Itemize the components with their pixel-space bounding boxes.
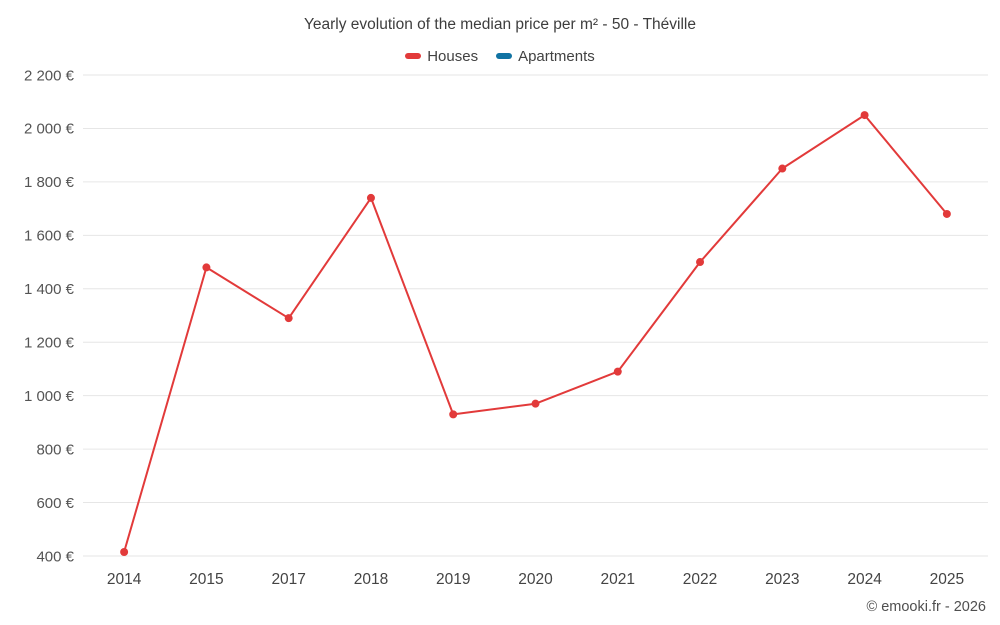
y-tick-label-400: 400 €	[36, 548, 74, 565]
x-tick-label-2023: 2023	[765, 571, 799, 588]
legend-label: Houses	[427, 47, 479, 65]
legend-label: Apartments	[518, 47, 595, 65]
chart-title: Yearly evolution of the median price per…	[303, 16, 696, 33]
y-tick-label-800: 800 €	[36, 441, 74, 458]
x-tick-label-2017: 2017	[271, 571, 305, 588]
y-tick-label-1200: 1 200 €	[24, 334, 75, 351]
legend-swatch-houses	[405, 53, 422, 59]
data-point-houses-2025[interactable]	[942, 209, 951, 218]
data-point-houses-2020[interactable]	[531, 399, 540, 408]
x-tick-label-2020: 2020	[518, 571, 553, 588]
data-point-houses-2024[interactable]	[860, 111, 869, 120]
x-tick-label-2019: 2019	[436, 571, 470, 588]
x-tick-label-2025: 2025	[930, 571, 964, 588]
y-tick-label-1800: 1 800 €	[24, 174, 75, 191]
data-point-houses-2023[interactable]	[778, 164, 787, 173]
y-tick-label-2200: 2 200 €	[24, 67, 75, 84]
data-point-houses-2022[interactable]	[696, 258, 705, 267]
legend-swatch-apartments	[496, 53, 513, 59]
copyright-note: © emooki.fr - 2026	[866, 599, 986, 615]
y-tick-label-1600: 1 600 €	[24, 228, 75, 245]
y-tick-label-1000: 1 000 €	[24, 388, 75, 405]
series-line-houses	[123, 114, 948, 553]
legend-item-houses[interactable]: Houses	[405, 48, 478, 65]
x-tick-label-2014: 2014	[107, 571, 142, 588]
y-tick-label-2000: 2 000 €	[24, 121, 75, 138]
x-tick-label-2018: 2018	[354, 571, 388, 588]
data-point-houses-2014[interactable]	[120, 547, 129, 556]
data-point-houses-2015[interactable]	[202, 263, 211, 272]
data-point-houses-2017[interactable]	[284, 314, 293, 323]
x-tick-label-2021: 2021	[601, 571, 635, 588]
x-tick-label-2024: 2024	[847, 571, 882, 588]
data-point-houses-2019[interactable]	[449, 410, 458, 419]
y-tick-label-600: 600 €	[36, 495, 74, 512]
data-point-houses-2021[interactable]	[613, 367, 622, 376]
chart-legend: Houses Apartments	[0, 46, 1000, 65]
x-tick-label-2022: 2022	[683, 571, 717, 588]
legend-item-apartments[interactable]: Apartments	[496, 48, 595, 65]
x-tick-label-2015: 2015	[189, 571, 223, 588]
data-point-houses-2018[interactable]	[366, 193, 375, 202]
y-tick-label-1400: 1 400 €	[24, 281, 75, 298]
